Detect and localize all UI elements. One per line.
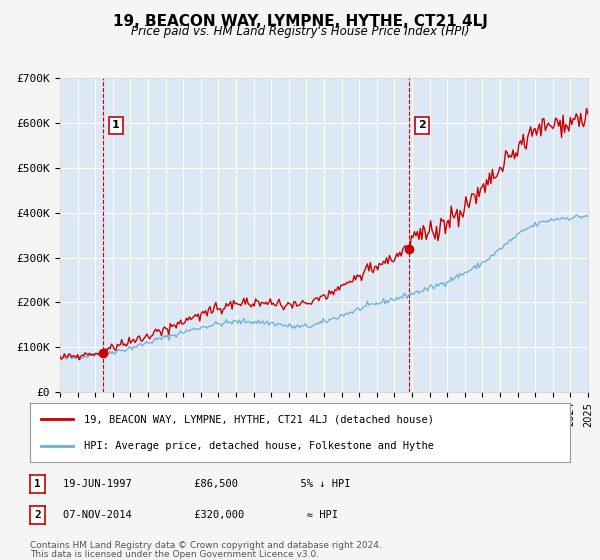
Text: 19, BEACON WAY, LYMPNE, HYTHE, CT21 4LJ (detached house): 19, BEACON WAY, LYMPNE, HYTHE, CT21 4LJ … — [84, 414, 434, 424]
Text: 2: 2 — [418, 120, 426, 130]
Text: Price paid vs. HM Land Registry's House Price Index (HPI): Price paid vs. HM Land Registry's House … — [131, 25, 469, 38]
Text: Contains HM Land Registry data © Crown copyright and database right 2024.: Contains HM Land Registry data © Crown c… — [30, 541, 382, 550]
Text: 1: 1 — [112, 120, 120, 130]
Text: 19-JUN-1997          £86,500          5% ↓ HPI: 19-JUN-1997 £86,500 5% ↓ HPI — [63, 479, 350, 489]
Text: 2: 2 — [34, 510, 41, 520]
Text: 19, BEACON WAY, LYMPNE, HYTHE, CT21 4LJ: 19, BEACON WAY, LYMPNE, HYTHE, CT21 4LJ — [113, 14, 487, 29]
Text: 1: 1 — [34, 479, 41, 489]
Text: This data is licensed under the Open Government Licence v3.0.: This data is licensed under the Open Gov… — [30, 550, 319, 559]
Text: 07-NOV-2014          £320,000          ≈ HPI: 07-NOV-2014 £320,000 ≈ HPI — [63, 510, 338, 520]
Text: HPI: Average price, detached house, Folkestone and Hythe: HPI: Average price, detached house, Folk… — [84, 441, 434, 451]
